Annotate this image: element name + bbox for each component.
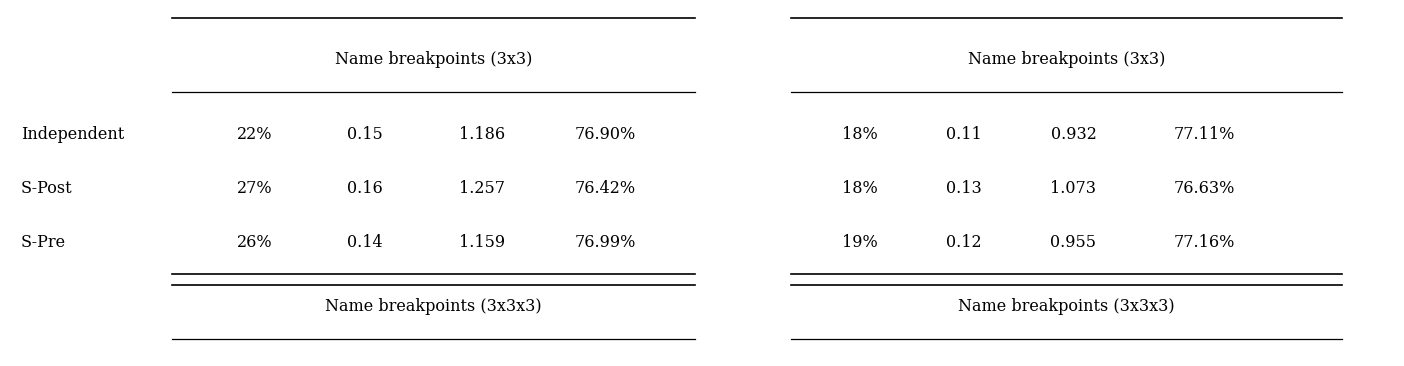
Text: 1.073: 1.073 <box>1050 180 1097 197</box>
Text: 0.13: 0.13 <box>945 180 981 197</box>
Text: S-Pre: S-Pre <box>21 234 66 251</box>
Text: 0.16: 0.16 <box>347 180 383 197</box>
Text: 0.14: 0.14 <box>347 234 383 251</box>
Text: 0.15: 0.15 <box>347 126 383 143</box>
Text: 18%: 18% <box>842 126 878 143</box>
Text: Name breakpoints (3x3): Name breakpoints (3x3) <box>336 51 532 68</box>
Text: 19%: 19% <box>842 234 878 251</box>
Text: Name breakpoints (3x3x3): Name breakpoints (3x3x3) <box>959 298 1175 315</box>
Text: 77.11%: 77.11% <box>1174 126 1236 143</box>
Text: S-Post: S-Post <box>21 180 73 197</box>
Text: Independent: Independent <box>21 126 124 143</box>
Text: 1.159: 1.159 <box>459 234 505 251</box>
Text: 76.42%: 76.42% <box>576 180 636 197</box>
Text: 0.11: 0.11 <box>945 126 981 143</box>
Text: 76.99%: 76.99% <box>576 234 636 251</box>
Text: Name breakpoints (3x3x3): Name breakpoints (3x3x3) <box>326 298 542 315</box>
Text: 22%: 22% <box>237 126 272 143</box>
Text: 26%: 26% <box>237 234 272 251</box>
Text: Name breakpoints (3x3): Name breakpoints (3x3) <box>967 51 1165 68</box>
Text: 18%: 18% <box>842 180 878 197</box>
Text: 1.257: 1.257 <box>459 180 505 197</box>
Text: 0.932: 0.932 <box>1050 126 1097 143</box>
Text: 1.186: 1.186 <box>459 126 505 143</box>
Text: 76.90%: 76.90% <box>576 126 636 143</box>
Text: 0.955: 0.955 <box>1050 234 1097 251</box>
Text: 77.16%: 77.16% <box>1174 234 1236 251</box>
Text: 76.63%: 76.63% <box>1174 180 1236 197</box>
Text: 0.12: 0.12 <box>946 234 981 251</box>
Text: 27%: 27% <box>237 180 272 197</box>
